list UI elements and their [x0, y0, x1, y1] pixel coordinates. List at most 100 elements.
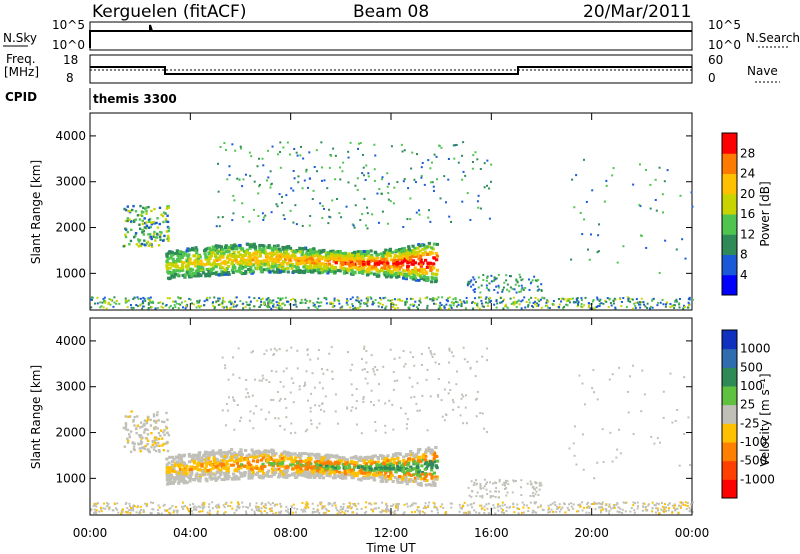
data-cell — [219, 303, 222, 306]
data-cell — [316, 426, 319, 429]
data-cell — [477, 206, 480, 209]
data-cell — [171, 505, 174, 508]
data-cell — [413, 395, 416, 398]
data-cell — [389, 200, 392, 203]
data-cell — [517, 300, 520, 303]
data-cell — [274, 503, 277, 506]
data-cell — [271, 469, 275, 473]
data-cell — [183, 252, 187, 256]
data-cell — [150, 221, 153, 224]
data-cell — [434, 361, 437, 364]
data-cell — [331, 476, 336, 480]
data-cell — [269, 510, 272, 513]
data-cell — [357, 458, 361, 462]
data-cell — [363, 197, 366, 200]
data-cell — [361, 267, 366, 271]
data-cell — [309, 462, 313, 466]
data-cell — [315, 462, 319, 466]
data-cell — [138, 239, 142, 242]
data-cell — [147, 302, 150, 305]
data-cell — [371, 259, 376, 263]
data-cell — [175, 456, 179, 460]
data-cell — [248, 244, 252, 248]
data-cell — [197, 265, 201, 269]
data-cell — [409, 255, 413, 259]
data-cell — [238, 253, 242, 257]
data-cell — [218, 297, 221, 300]
data-cell — [369, 271, 373, 275]
data-cell — [264, 503, 267, 506]
data-cell — [336, 197, 339, 200]
data-cell — [493, 303, 496, 306]
data-cell — [293, 471, 297, 475]
data-cell — [506, 491, 509, 494]
data-cell — [393, 380, 396, 383]
data-cell — [462, 300, 465, 303]
data-cell — [194, 474, 198, 478]
data-cell — [520, 479, 523, 482]
data-cell — [402, 269, 406, 273]
data-cell — [369, 459, 373, 463]
data-cell — [248, 220, 251, 223]
data-cell — [475, 511, 478, 514]
data-cell — [473, 278, 476, 281]
data-cell — [247, 267, 251, 271]
data-cell — [522, 288, 525, 291]
data-cell — [407, 245, 411, 249]
data-cell — [309, 410, 312, 413]
data-cell — [138, 223, 141, 226]
data-cell — [408, 453, 412, 457]
data-cell — [469, 280, 472, 283]
data-cell — [494, 278, 497, 281]
data-cell — [290, 187, 293, 190]
data-cell — [380, 192, 383, 195]
data-cell — [244, 271, 248, 275]
data-cell — [262, 451, 266, 455]
data-cell — [369, 467, 373, 471]
data-cell — [452, 304, 455, 307]
data-cell — [128, 435, 132, 439]
data-cell — [443, 175, 446, 178]
data-cell — [195, 248, 199, 252]
data-cell — [480, 504, 483, 507]
data-cell — [682, 307, 685, 310]
data-cell — [149, 301, 152, 304]
data-cell — [280, 510, 283, 513]
data-cell — [150, 445, 153, 449]
data-cell — [388, 464, 392, 468]
freq-right-tick-bottom: 0 — [708, 71, 716, 85]
data-cell — [108, 506, 111, 509]
data-cell — [195, 476, 199, 480]
data-cell — [421, 455, 425, 459]
data-cell — [93, 503, 96, 506]
data-cell — [397, 507, 400, 510]
data-cell — [230, 247, 235, 251]
data-cell — [309, 248, 313, 252]
data-cell — [124, 301, 127, 304]
data-cell — [656, 507, 659, 510]
data-cell — [430, 476, 434, 480]
data-cell — [347, 473, 351, 477]
data-cell — [266, 256, 271, 260]
data-cell — [447, 297, 450, 300]
data-cell — [417, 262, 421, 266]
data-cell — [511, 491, 514, 494]
data-cell — [175, 269, 179, 273]
data-cell — [325, 462, 329, 466]
data-cell — [392, 202, 395, 205]
data-cell — [633, 302, 636, 305]
data-cell — [360, 465, 364, 469]
data-cell — [455, 370, 458, 373]
data-cell — [243, 249, 247, 253]
data-cell — [306, 186, 309, 189]
data-cell — [150, 237, 153, 241]
data-cell — [353, 271, 357, 275]
data-cell — [211, 466, 215, 470]
data-cell — [526, 482, 529, 485]
data-cell — [356, 466, 360, 470]
data-cell — [316, 307, 319, 310]
data-cell — [326, 368, 329, 371]
data-cell — [408, 307, 411, 310]
data-cell — [327, 256, 331, 260]
data-cell — [311, 471, 315, 475]
